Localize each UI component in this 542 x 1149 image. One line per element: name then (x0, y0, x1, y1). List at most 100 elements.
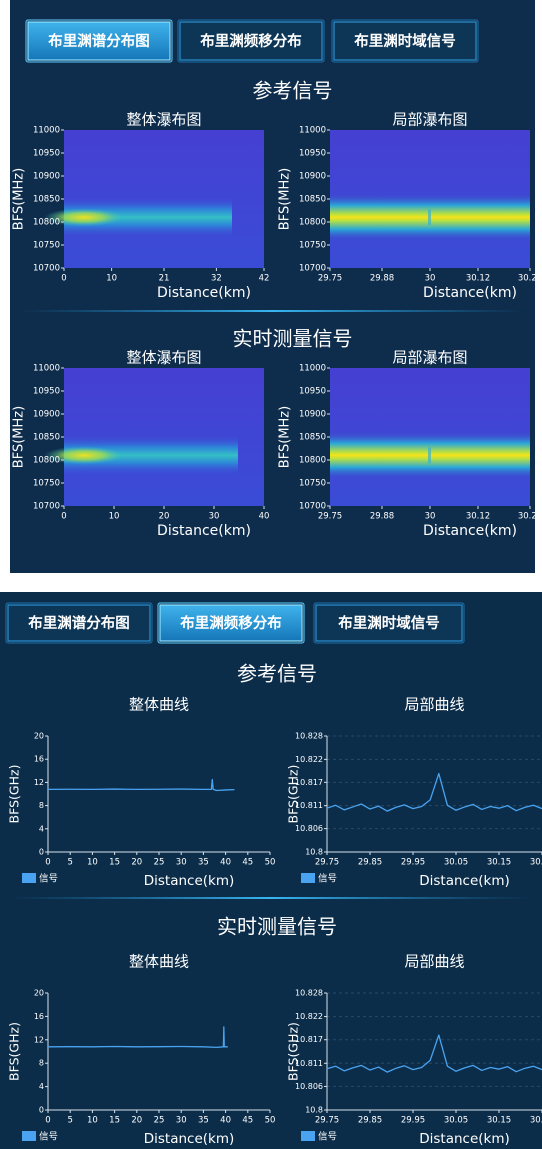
x-axis-label: Distance(km) (423, 285, 517, 301)
y-tick-label: 16 (34, 755, 44, 764)
y-tick-label: 10750 (299, 241, 326, 251)
y-tick-label: 8 (39, 801, 44, 810)
tab[interactable]: 布里渊谱分布图 (6, 603, 152, 643)
x-tick-label: 29.88 (370, 274, 394, 284)
x-tick-label: 40 (259, 512, 270, 522)
y-tick-label: 20 (34, 732, 44, 741)
y-tick-label: 16 (34, 1012, 44, 1021)
tab[interactable]: 布里渊频移分布 (158, 603, 304, 643)
y-tick-label: 4 (39, 1082, 44, 1091)
y-tick-label: 11000 (299, 364, 326, 374)
x-tick-label: 29.88 (370, 512, 394, 522)
tab[interactable]: 布里渊谱分布图 (26, 20, 172, 62)
x-tick-label: 30.25 (518, 512, 542, 522)
x-tick-label: 30.15 (487, 1116, 511, 1126)
x-tick-label: 35 (198, 1116, 209, 1126)
x-tick-label: 29.75 (318, 512, 342, 522)
x-tick-label: 40 (220, 1116, 231, 1126)
x-tick-label: 29.75 (318, 274, 342, 284)
plot-title: 局部瀑布图 (392, 111, 467, 129)
y-tick-label: 10950 (299, 149, 326, 159)
plot-title: 整体曲线 (129, 696, 189, 714)
y-tick-label: 10700 (33, 264, 60, 274)
x-tick-label: 30.25 (518, 274, 542, 284)
y-tick-label: 10900 (33, 172, 60, 182)
tab-label[interactable]: 布里渊频移分布 (200, 32, 302, 50)
x-tick-label: 25 (154, 858, 165, 868)
tab-label[interactable]: 布里渊时域信号 (338, 614, 440, 632)
y-axis-label: BFS(GHz) (7, 765, 22, 824)
tab-label[interactable]: 布里渊时域信号 (354, 32, 456, 50)
x-axis-label: Distance(km) (157, 285, 251, 301)
tab[interactable]: 布里渊时域信号 (332, 20, 478, 62)
x-tick-label: 0 (61, 512, 66, 522)
x-tick-label: 0 (61, 274, 66, 284)
legend-label: 信号 (39, 1131, 58, 1143)
y-tick-label: 12 (34, 778, 44, 787)
x-tick-label: 45 (242, 1116, 253, 1126)
x-axis-label: Distance(km) (144, 1131, 235, 1147)
legend-swatch (22, 1131, 36, 1141)
y-tick-label: 10950 (33, 149, 60, 159)
y-tick-label: 11000 (299, 126, 326, 136)
y-axis-label: BFS(MHz) (278, 168, 293, 230)
x-tick-label: 50 (265, 858, 276, 868)
tab-label[interactable]: 布里渊谱分布图 (28, 614, 130, 632)
y-axis-label: BFS(GHz) (7, 1022, 22, 1081)
x-tick-label: 30 (176, 1116, 187, 1126)
x-tick-label: 10 (87, 858, 98, 868)
x-tick-label: 20 (131, 1116, 142, 1126)
y-tick-label: 10700 (299, 264, 326, 274)
y-tick-label: 10700 (33, 502, 60, 512)
x-tick-label: 21 (159, 274, 170, 284)
x-tick-label: 50 (265, 1116, 276, 1126)
x-tick-label: 30.12 (466, 512, 490, 522)
panel: 布里渊谱分布图布里渊频移分布布里渊时域信号参考信号整体瀑布图1070010750… (10, 0, 542, 573)
page: 布里渊谱分布图布里渊频移分布布里渊时域信号参考信号整体瀑布图1070010750… (0, 0, 542, 1149)
x-tick-label: 30.05 (444, 858, 468, 868)
y-tick-label: 10900 (299, 410, 326, 420)
x-tick-label: 29.75 (315, 1116, 339, 1126)
plot-title: 整体瀑布图 (126, 349, 201, 367)
y-axis-label: BFS(GHz) (286, 1022, 301, 1081)
section-title: 参考信号 (237, 662, 317, 686)
tab-label[interactable]: 布里渊谱分布图 (48, 32, 150, 50)
y-tick-label: 10.806 (295, 824, 323, 833)
tab-label[interactable]: 布里渊频移分布 (180, 614, 282, 632)
x-tick-label: 30.15 (487, 858, 511, 868)
x-axis-label: Distance(km) (144, 873, 235, 889)
x-tick-label: 32 (211, 274, 222, 284)
x-tick-label: 15 (109, 1116, 120, 1126)
y-tick-label: 10.806 (295, 1082, 323, 1091)
y-axis-label: BFS(MHz) (12, 406, 27, 468)
x-axis-label: Distance(km) (419, 873, 510, 889)
heatmap-notch (428, 447, 431, 463)
x-axis-label: Distance(km) (157, 523, 251, 539)
x-tick-label: 30.12 (466, 274, 490, 284)
legend-label: 信号 (39, 873, 58, 885)
legend-label: 信号 (318, 1131, 337, 1143)
x-tick-label: 30 (425, 512, 436, 522)
x-tick-label: 29.85 (358, 1116, 382, 1126)
plot-title: 整体曲线 (129, 953, 189, 971)
x-tick-label: 30 (209, 512, 220, 522)
x-tick-label: 30.25 (530, 1116, 542, 1126)
plot-title: 局部瀑布图 (392, 349, 467, 367)
y-tick-label: 12 (34, 1035, 44, 1044)
tab[interactable]: 布里渊时域信号 (314, 603, 464, 643)
plot-title: 局部曲线 (404, 953, 464, 971)
x-tick-label: 45 (242, 858, 253, 868)
x-tick-label: 30 (176, 858, 187, 868)
y-tick-label: 10900 (33, 410, 60, 420)
x-tick-label: 30.25 (530, 858, 542, 868)
x-tick-label: 10 (106, 274, 117, 284)
x-tick-label: 29.95 (401, 858, 425, 868)
x-tick-label: 5 (67, 858, 72, 868)
x-tick-label: 40 (220, 858, 231, 868)
x-tick-label: 29.75 (315, 858, 339, 868)
y-tick-label: 10850 (299, 195, 326, 205)
y-axis-label: BFS(GHz) (286, 765, 301, 824)
y-tick-label: 10950 (299, 387, 326, 397)
tab[interactable]: 布里渊频移分布 (178, 20, 324, 62)
